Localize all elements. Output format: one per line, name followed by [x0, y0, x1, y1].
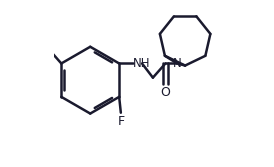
- Text: F: F: [117, 115, 124, 128]
- Text: N: N: [173, 57, 181, 70]
- Text: NH: NH: [133, 57, 151, 70]
- Text: O: O: [161, 86, 170, 99]
